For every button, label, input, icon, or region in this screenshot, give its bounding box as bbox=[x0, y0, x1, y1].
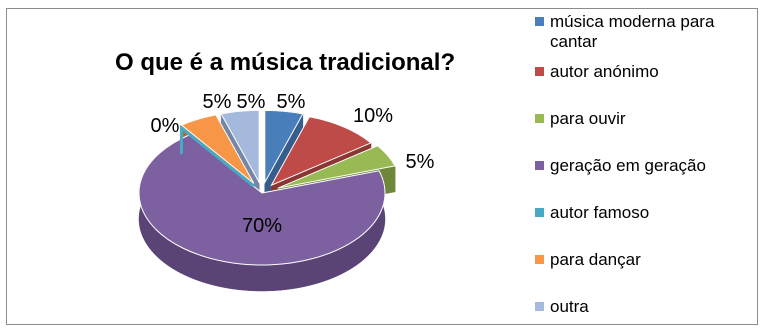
legend-item: para ouvir bbox=[535, 109, 760, 129]
pie-slice bbox=[138, 134, 386, 266]
legend-label: para ouvir bbox=[550, 109, 626, 128]
legend-label: autor anónimo bbox=[550, 62, 659, 81]
legend-label: música moderna para cantar bbox=[550, 12, 715, 51]
pie-tops bbox=[138, 109, 396, 266]
slice-data-label: 70% bbox=[242, 215, 282, 237]
pie-slice bbox=[264, 109, 304, 185]
slice-data-label: 10% bbox=[353, 105, 393, 127]
legend-item: autor anónimo bbox=[535, 62, 760, 82]
legend-label: outra bbox=[550, 297, 589, 316]
pie-slice bbox=[270, 116, 372, 187]
legend-item: para dançar bbox=[535, 250, 760, 270]
legend-item: música moderna para cantar bbox=[535, 12, 760, 52]
legend-item: autor famoso bbox=[535, 203, 760, 223]
pie-slice bbox=[180, 114, 255, 184]
slice-data-label: 5% bbox=[237, 91, 266, 113]
pie-slice bbox=[179, 124, 255, 188]
legend-swatch bbox=[535, 161, 544, 170]
slice-data-label: 5% bbox=[277, 91, 306, 113]
legend-swatch bbox=[535, 114, 544, 123]
legend-swatch bbox=[535, 302, 544, 311]
legend-swatch bbox=[535, 67, 544, 76]
legend-item: geração em geração bbox=[535, 156, 760, 176]
pie-slice bbox=[277, 145, 396, 189]
legend-label: autor famoso bbox=[550, 203, 650, 222]
legend-item: outra bbox=[535, 297, 760, 317]
slice-data-label: 5% bbox=[203, 91, 232, 113]
legend-swatch bbox=[535, 255, 544, 264]
pie-slice bbox=[220, 109, 260, 185]
legend-label: geração em geração bbox=[550, 156, 706, 175]
legend-label: para dançar bbox=[550, 250, 641, 269]
slice-data-label: 0% bbox=[151, 115, 180, 137]
slice-data-label: 5% bbox=[406, 151, 435, 173]
chart-title: O que é a música tradicional? bbox=[115, 49, 456, 76]
legend-swatch bbox=[535, 17, 544, 26]
legend-swatch bbox=[535, 208, 544, 217]
